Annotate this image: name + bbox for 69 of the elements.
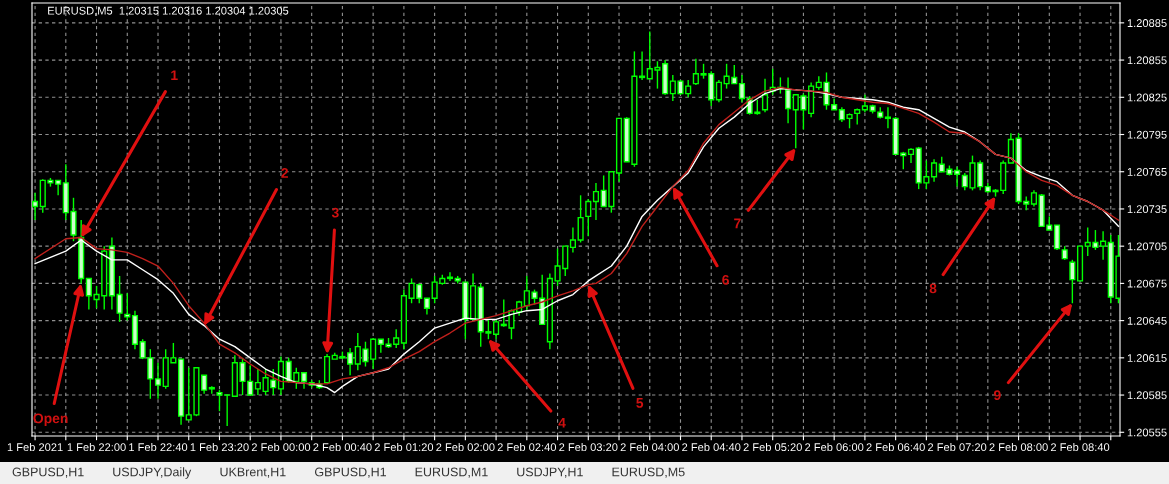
x-tick-label: 2 Feb 04:00 [620,442,679,452]
x-tick-label: 2 Feb 05:20 [743,442,802,452]
y-tick-label: 1.20855 [1127,56,1167,65]
candlestick [784,76,792,125]
candlestick [446,271,454,282]
candlestick [592,182,600,221]
candlestick [32,192,39,221]
x-tick-label: 2 Feb 06:00 [805,442,864,452]
x-tick-label: 2 Feb 00:00 [251,442,311,452]
candlestick [738,74,746,103]
x-tick-label: 2 Feb 02:40 [497,442,557,452]
text: USDJPY,Daily [113,467,192,479]
candlestick [1069,259,1076,304]
x-tick-label: 2 Feb 06:40 [866,442,925,452]
y-tick-label: 1.20645 [1127,316,1167,325]
y-tick-label: 1.20795 [1127,130,1167,139]
annotation: 9 [993,390,1001,401]
candlestick [493,318,500,340]
annotation: 3 [331,207,339,218]
x-tick-label: 2 Feb 01:20 [374,442,434,452]
candlestick [761,77,769,113]
y-tick-label: 1.20765 [1127,168,1167,176]
y-tick-label: 1.20555 [1127,428,1167,437]
x-tick-label: 2 Feb 03:20 [559,442,618,452]
y-tick-label: 1.20735 [1127,205,1167,214]
annotation: 5 [636,398,644,408]
y-tick-label: 1.20675 [1127,279,1167,288]
text: USDJPY,H1 [517,467,583,478]
candlestick [124,292,131,322]
x-tick-label: 2 Feb 02:00 [436,442,495,452]
x-tick-label: 1 Feb 22:00 [67,442,126,452]
candlestick [1053,224,1061,251]
annotation: 1 [171,70,178,80]
candlestick [569,226,577,254]
text: UKBrent,H1 [220,467,286,478]
x-tick-label: 2 Feb 08:40 [1050,442,1110,452]
candlestick [577,194,584,244]
annotation: 2 [281,168,288,178]
annotation: Open [33,413,68,426]
text: EURUSD,M5 [612,467,685,478]
candlestick [116,275,123,323]
y-tick-label: 1.20825 [1127,93,1167,102]
text: GBPUSD,H1 [315,467,387,478]
text: EURUSD,M1 [415,467,488,478]
x-tick-label: 2 Feb 00:40 [313,442,372,452]
y-tick-label: 1.20705 [1127,242,1167,251]
y-tick-label: 1.20885 [1127,19,1167,27]
chart-title: EURUSD,M5 1.20315 1.20316 1.20304 1.20305 [48,6,289,16]
annotation: 6 [722,274,729,285]
x-tick-label: 1 Feb 23:20 [190,442,249,452]
text: GBPUSD,H1 [12,467,84,478]
candlestick [585,198,592,237]
annotation: 7 [734,218,741,229]
candlestick [930,158,938,183]
x-tick-label: 2 Feb 04:40 [682,442,741,452]
x-tick-label: 2 Feb 08:00 [989,442,1048,452]
x-tick-label: 1 Feb 2021 [7,442,63,452]
x-tick-label: 2 Feb 07:20 [928,442,987,452]
candlestick [715,79,722,103]
y-tick-label: 1.20615 [1127,354,1167,362]
candlestick [347,347,354,376]
candlestick [884,106,892,130]
y-tick-label: 1.20585 [1127,391,1167,400]
annotation: 8 [929,283,937,294]
candlestick [154,362,162,400]
x-tick-label: 1 Feb 22:40 [129,442,188,452]
candlestick [1100,230,1107,261]
candlestick [254,368,261,396]
annotation: 4 [558,417,566,428]
